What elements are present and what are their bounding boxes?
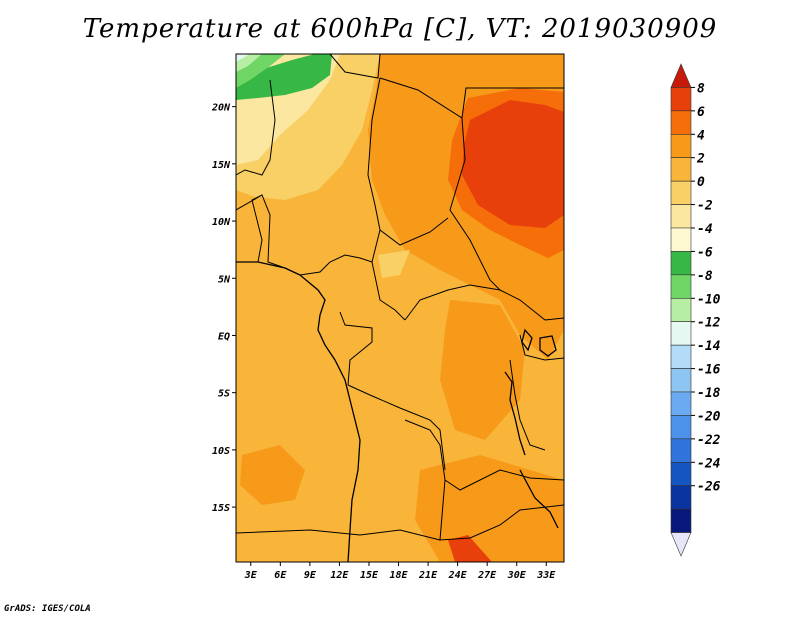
- field-region-6-to-8-south: [448, 535, 492, 562]
- longitude-axis: 3E 6E 9E 12E 15E 18E 21E 24E 27E 30E 33E: [244, 562, 556, 581]
- colorbar-box: [670, 321, 692, 346]
- colorbar-label: -20: [697, 409, 721, 424]
- colorbar-box: [670, 133, 692, 159]
- colorbar-label: -26: [697, 480, 721, 495]
- field-region-minus2-to-0-patch: [378, 250, 410, 278]
- field-region-2-to-4-central: [440, 300, 525, 440]
- lon-tick-label: 12E: [330, 570, 349, 581]
- colorbar-box: [670, 532, 692, 557]
- colorbar-label: -8: [697, 269, 713, 284]
- colorbar-box: [670, 391, 692, 416]
- colorbar-label: 8: [697, 81, 705, 96]
- colorbar-box: [670, 344, 692, 369]
- colorbar-label: -12: [697, 316, 721, 331]
- field-region-minus12-to-minus10: [236, 54, 250, 62]
- colorbar-box: [670, 157, 692, 182]
- lat-tick-label: 10N: [212, 217, 231, 228]
- colorbar-box: [670, 508, 692, 533]
- lat-tick-label: 15N: [212, 160, 231, 171]
- colorbar-label: -10: [697, 292, 721, 307]
- lon-tick-label: 27E: [477, 570, 497, 581]
- latitude-axis: 20N 15N 10N 5N EQ 5S 10S 15S: [211, 103, 236, 514]
- lat-tick-label: 20N: [211, 103, 231, 114]
- lat-tick-label: EQ: [218, 331, 230, 342]
- colorbar-label: -2: [697, 199, 713, 214]
- lon-tick-label: 24E: [448, 570, 468, 581]
- colorbar-label: -4: [697, 222, 713, 237]
- colorbar-label: 6: [697, 105, 705, 120]
- colorbar-box: [670, 110, 692, 135]
- colorbar-label: -18: [697, 386, 721, 401]
- map-title: Temperature at 600hPa [C], VT: 201903090…: [82, 14, 718, 44]
- lon-tick-label: 18E: [389, 570, 408, 581]
- lon-tick-label: 33E: [536, 570, 556, 581]
- colorbar-box: [670, 297, 692, 323]
- colorbar-box: [670, 227, 692, 252]
- colorbar-box: [670, 461, 692, 487]
- colorbar-box: [670, 485, 692, 510]
- lon-tick-label: 6E: [274, 570, 287, 581]
- colorbar-box: [670, 180, 692, 205]
- colorbar-label: -24: [697, 456, 721, 471]
- colorbar-label: 4: [697, 128, 705, 143]
- grads-credit: GrADS: IGES/COLA: [4, 604, 91, 614]
- field-region-minus6-to-minus4: [236, 54, 332, 100]
- colorbar-label: -14: [697, 339, 721, 354]
- lat-tick-label: 10S: [212, 446, 230, 457]
- coastline-lakes: [236, 261, 559, 562]
- lat-tick-label: 5N: [218, 274, 231, 285]
- colorbar-box: [670, 438, 692, 463]
- colorbar-label: 2: [696, 152, 705, 167]
- colorbar: 8 6 4 2 0 -2 -4 -6 -8 -10 -12 -14 -16 -18 -20 -22 -24 -26: [670, 63, 721, 557]
- colorbar-box: [670, 368, 692, 393]
- lat-tick-label: 15S: [212, 503, 230, 514]
- lon-tick-label: 30E: [507, 570, 527, 581]
- colorbar-box: [670, 87, 692, 112]
- field-region-2-to-4-southwest: [240, 445, 305, 505]
- colorbar-label: 0: [697, 175, 705, 190]
- lon-tick-label: 9E: [304, 570, 317, 581]
- colorbar-label: -6: [697, 245, 713, 260]
- lon-tick-label: 21E: [418, 570, 438, 581]
- map-plot-area: [236, 54, 564, 562]
- lat-tick-label: 5S: [218, 389, 230, 400]
- colorbar-box: [670, 63, 692, 88]
- lon-tick-label: 3E: [244, 570, 258, 581]
- map-frame: [235, 53, 565, 563]
- field-region-minus10-to-minus8: [236, 54, 262, 72]
- colorbar-label: -22: [697, 433, 721, 448]
- colorbar-box: [670, 251, 692, 276]
- colorbar-box: [670, 415, 692, 440]
- colorbar-box: [670, 274, 692, 299]
- lon-tick-label: 15E: [360, 570, 379, 581]
- colorbar-label: -16: [697, 363, 721, 378]
- field-region-6-to-8: [462, 100, 564, 228]
- colorbar-box: [670, 204, 692, 229]
